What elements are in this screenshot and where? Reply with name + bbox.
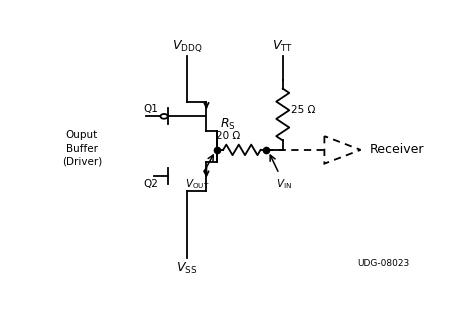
Text: $V_{\rm OUT}$: $V_{\rm OUT}$ xyxy=(185,177,210,191)
Text: 25 Ω: 25 Ω xyxy=(291,105,315,115)
Text: $R_{\rm S}$: $R_{\rm S}$ xyxy=(220,117,236,132)
Text: $V_{\rm TT}$: $V_{\rm TT}$ xyxy=(272,39,293,54)
Text: Receiver: Receiver xyxy=(370,143,424,156)
Text: Ouput
Buffer
(Driver): Ouput Buffer (Driver) xyxy=(62,131,102,167)
Text: $V_{\rm SS}$: $V_{\rm SS}$ xyxy=(176,261,198,276)
Text: $V_{\rm DDQ}$: $V_{\rm DDQ}$ xyxy=(172,38,202,54)
Text: 20 Ω: 20 Ω xyxy=(216,131,240,141)
Text: UDG-08023: UDG-08023 xyxy=(357,259,410,268)
Text: Q1: Q1 xyxy=(143,104,158,114)
Text: Q2: Q2 xyxy=(143,179,158,188)
Text: $V_{\rm IN}$: $V_{\rm IN}$ xyxy=(276,177,292,191)
